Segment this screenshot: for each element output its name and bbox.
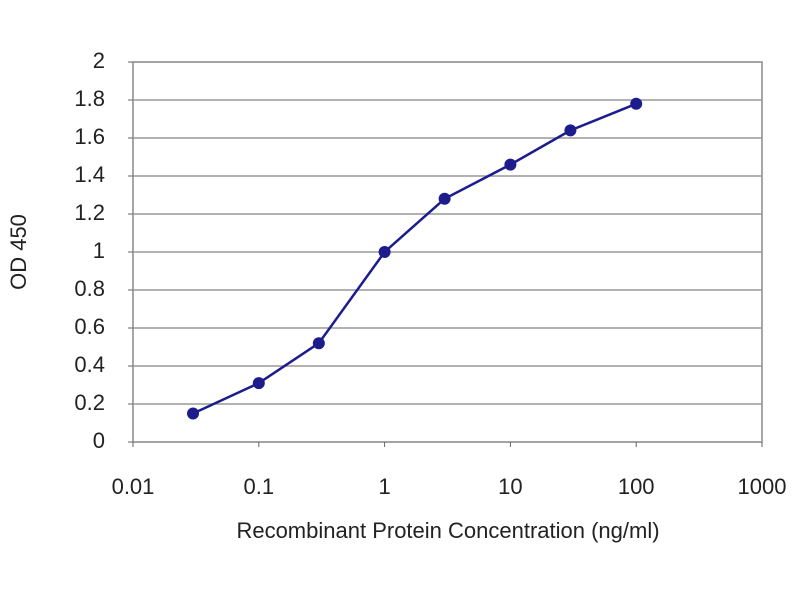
marker — [378, 246, 391, 258]
y-tick-label: 1.2 — [74, 200, 105, 225]
y-tick-label: 0.4 — [74, 352, 105, 377]
line — [192, 102, 637, 415]
x-axis-label: Recombinant Protein Concentration (ng/ml… — [236, 518, 659, 543]
marker — [187, 407, 200, 420]
x-tick-label: 1 — [378, 474, 390, 499]
x-tick-label: 10 — [498, 474, 522, 499]
marker — [564, 124, 577, 137]
y-tick-label: 0 — [93, 428, 105, 453]
y-tick-label: 1 — [93, 238, 105, 263]
y-tick-label: 2 — [93, 48, 105, 73]
y-tick-label: 0.6 — [74, 314, 105, 339]
y-axis-label: OD 450 — [6, 214, 31, 290]
marker — [438, 192, 451, 205]
y-tick-label: 1.8 — [74, 86, 105, 111]
marker — [252, 377, 265, 390]
x-tick-label: 100 — [618, 474, 655, 499]
y-tick-label: 1.6 — [74, 124, 105, 149]
x-tick-label: 1000 — [738, 474, 787, 499]
y-tick-label: 1.4 — [74, 162, 105, 187]
y-tick-label: 0.2 — [74, 390, 105, 415]
x-tick-label: 0.1 — [244, 474, 275, 499]
y-tick-label: 0.8 — [74, 276, 105, 301]
marker — [630, 97, 643, 110]
marker — [312, 337, 325, 350]
marker — [504, 158, 517, 171]
x-tick-label: 0.01 — [112, 474, 155, 499]
